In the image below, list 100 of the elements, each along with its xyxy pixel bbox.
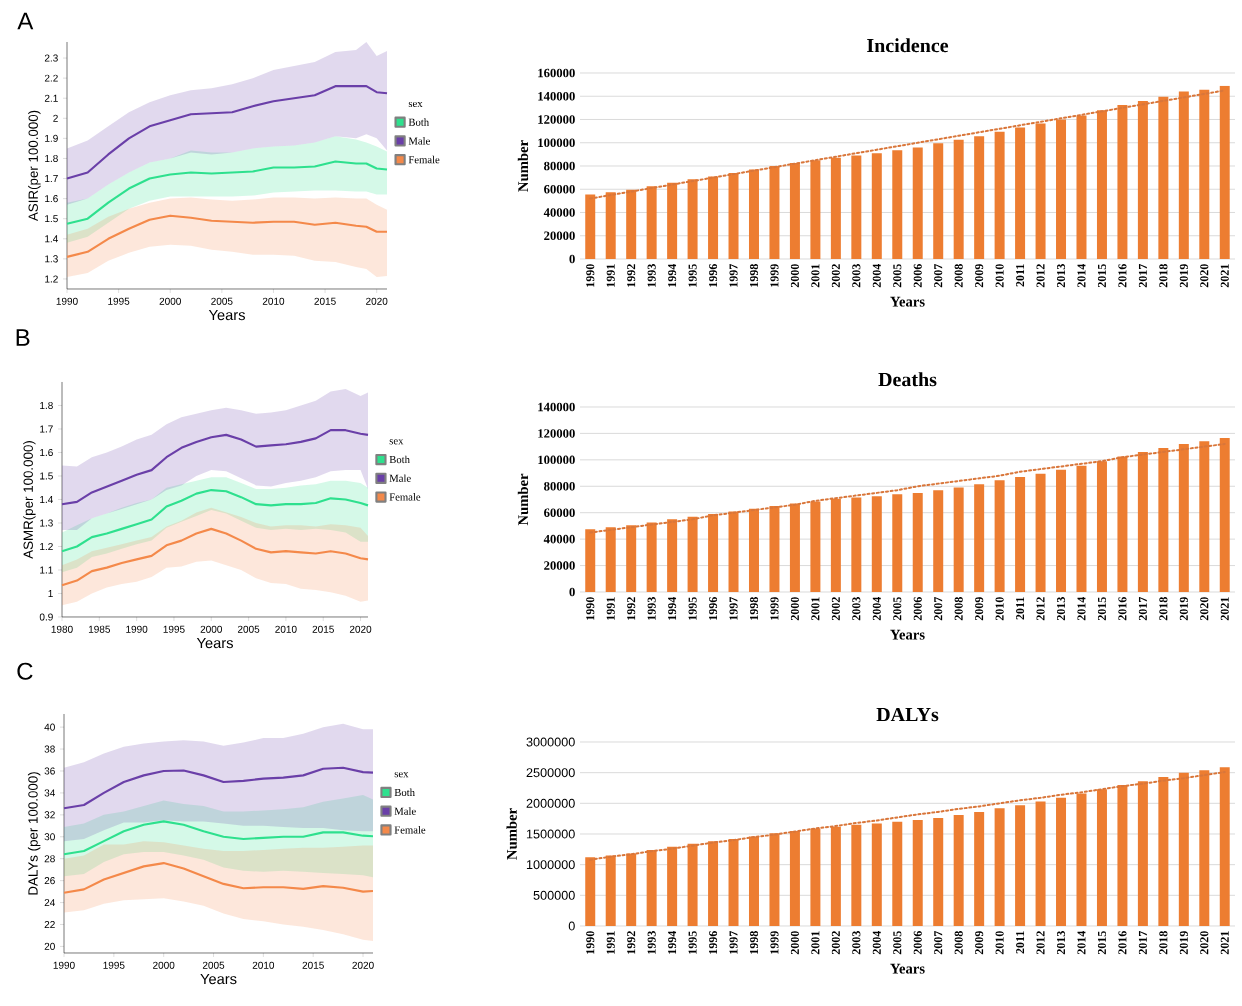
bar	[953, 139, 964, 259]
x-tick-label: 1995	[688, 264, 697, 287]
y-tick-label: 1000000	[526, 860, 575, 870]
bar	[1015, 477, 1026, 592]
y-tick-label: 1.4	[45, 235, 59, 243]
x-tick-label: 2007	[934, 263, 943, 288]
x-tick-label: 2016	[1118, 264, 1127, 288]
bar	[748, 169, 759, 259]
x-tick-label: 2011	[1016, 931, 1025, 954]
line-series	[62, 766, 375, 810]
bar	[871, 496, 882, 592]
bar	[1117, 784, 1128, 926]
x-tick-label: 2015	[302, 961, 324, 969]
x-tick-label: 1995	[108, 297, 130, 305]
line-series	[589, 771, 1226, 861]
y-tick-label: 80000	[544, 482, 575, 491]
legend-label: Male	[408, 137, 430, 145]
y-tick-label: 2	[53, 114, 58, 122]
chart-title: B	[16, 329, 30, 346]
bar	[667, 519, 678, 592]
line-series	[60, 489, 370, 553]
x-tick-label: 2008	[954, 264, 963, 288]
y-tick-label: 32	[44, 811, 55, 819]
bar	[728, 511, 739, 592]
line-series	[65, 160, 389, 225]
x-tick-label: 2019	[1179, 931, 1188, 955]
bar	[851, 497, 862, 592]
bar	[687, 179, 698, 259]
y-tick-label: 1.6	[45, 195, 58, 203]
x-tick-label: 2006	[913, 264, 922, 288]
x-tick-label: 2010	[252, 961, 275, 969]
bar	[994, 480, 1005, 592]
y-tick-label: 160000	[538, 68, 575, 78]
bar	[851, 155, 862, 259]
y-tick-label: 1.2	[45, 275, 58, 283]
x-tick-label: 2020	[1200, 264, 1209, 288]
y-tick-label: 0	[569, 254, 575, 264]
x-tick-label: 1995	[163, 625, 185, 633]
x-tick-label: 1999	[770, 264, 779, 287]
line-series	[60, 527, 370, 587]
x-tick-label: 2017	[1138, 263, 1147, 288]
bar	[605, 527, 616, 592]
x-tick-label: 1990	[56, 297, 78, 305]
chart-title: A	[17, 12, 34, 30]
x-tick-label: 2000	[200, 625, 222, 633]
y-tick-label: 80000	[544, 161, 575, 171]
x-tick-label: 2012	[1036, 931, 1045, 955]
bar	[769, 833, 780, 926]
x-tick-label: 2000	[790, 931, 799, 955]
x-axis-title: Years	[890, 296, 925, 307]
legend-label: Male	[389, 474, 411, 482]
bar	[1117, 104, 1128, 259]
bar	[1137, 781, 1148, 926]
x-tick-label: 1990	[586, 931, 595, 954]
bar	[585, 529, 596, 592]
x-tick-label: 2013	[1056, 931, 1066, 955]
bar	[1056, 469, 1067, 592]
y-tick-label: 0	[569, 587, 575, 597]
bar	[1096, 461, 1107, 592]
bar	[1178, 772, 1189, 926]
y-tick-label: 3000000	[526, 737, 575, 747]
x-tick-label: 2010	[995, 931, 1004, 955]
bar	[933, 818, 944, 926]
y-tick-label: 20000	[544, 231, 575, 241]
bar	[585, 857, 596, 926]
y-tick-label: 1.3	[40, 519, 53, 527]
bar	[1158, 96, 1169, 259]
bar	[646, 849, 657, 926]
x-tick-label: 2005	[237, 625, 260, 633]
bar	[974, 811, 985, 926]
bar	[1199, 441, 1210, 592]
y-tick-label: 1.8	[45, 154, 58, 162]
y-tick-label: 20000	[544, 561, 575, 570]
bar	[892, 821, 903, 926]
y-tick-label: 40000	[543, 208, 575, 217]
bar	[789, 503, 800, 592]
x-tick-label: 2017	[1138, 596, 1147, 621]
x-tick-label: 2021	[1220, 597, 1229, 621]
bar	[1199, 89, 1210, 259]
legend-label: Both	[394, 788, 415, 797]
y-tick-label: 30	[44, 833, 55, 841]
y-tick-label: 26	[44, 877, 55, 885]
x-axis-title: Years	[200, 973, 237, 985]
x-tick-label: 2015	[314, 297, 336, 305]
x-tick-label: 1991	[606, 931, 615, 954]
x-tick-label: 1992	[627, 597, 636, 620]
y-tick-label: 1.5	[45, 215, 58, 223]
x-tick-label: 2003	[852, 597, 861, 621]
y-tick-label: 1.3	[45, 255, 58, 263]
y-tick-label: 40000	[543, 534, 575, 544]
x-tick-label: 2010	[262, 297, 285, 305]
y-tick-label: 1.6	[40, 448, 53, 457]
y-tick-label: 1.7	[45, 175, 58, 182]
y-tick-label: 60000	[544, 508, 575, 517]
x-tick-label: 1985	[88, 625, 111, 633]
bar	[830, 826, 841, 926]
bar	[810, 828, 821, 926]
bar	[789, 830, 800, 926]
x-tick-label: 2005	[202, 961, 225, 969]
bar	[626, 525, 637, 592]
